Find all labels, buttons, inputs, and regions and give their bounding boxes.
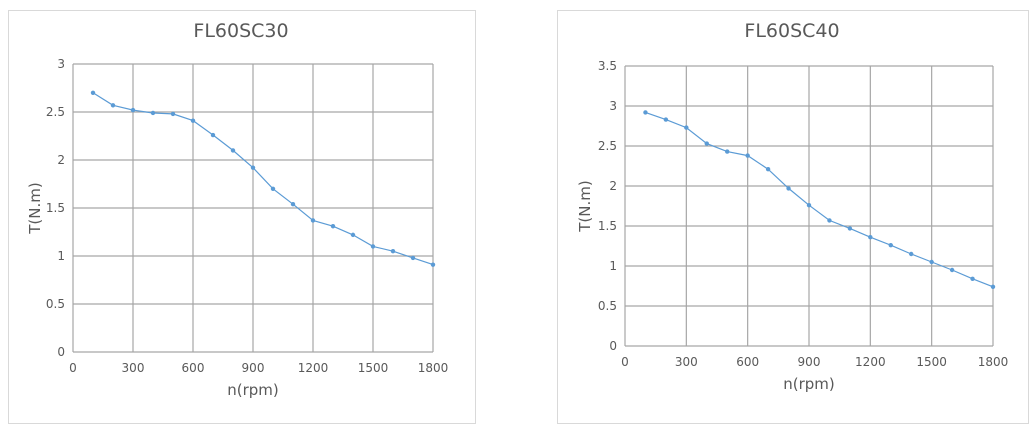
data-point	[868, 235, 873, 240]
data-point	[827, 218, 832, 223]
y-tick-label: 1.5	[598, 219, 617, 233]
data-point	[725, 149, 730, 154]
data-point	[990, 284, 996, 289]
y-axis-label: T(N.m)	[576, 180, 594, 232]
x-tick-label: 300	[675, 355, 698, 369]
x-tick-label: 1800	[978, 355, 1009, 369]
data-point	[909, 251, 914, 257]
x-tick-label: 900	[798, 355, 821, 369]
y-tick-label: 0.5	[46, 297, 65, 311]
y-tick-label: 1.5	[46, 201, 65, 215]
data-point	[430, 262, 436, 267]
data-point	[110, 103, 116, 108]
data-point	[929, 259, 934, 265]
data-point	[684, 125, 689, 130]
data-point	[410, 255, 416, 261]
x-axis-label: n(rpm)	[227, 381, 279, 399]
data-point	[745, 153, 750, 158]
y-tick-label: 2	[57, 153, 65, 167]
x-tick-label: 600	[182, 361, 205, 375]
x-tick-label: 0	[69, 361, 77, 375]
x-axis-label: n(rpm)	[783, 375, 835, 393]
data-point	[663, 117, 669, 122]
x-tick-label: 1500	[358, 361, 389, 375]
data-point	[949, 267, 955, 273]
x-tick-label: 0	[621, 355, 629, 369]
chart-title: FL60SC40	[744, 20, 839, 42]
y-tick-label: 3	[57, 57, 65, 71]
data-point	[190, 118, 196, 123]
data-point	[370, 244, 376, 249]
data-point	[350, 232, 356, 238]
data-point	[806, 203, 812, 208]
series-line	[92, 92, 434, 266]
y-tick-label: 0	[57, 345, 65, 359]
data-point	[210, 132, 216, 138]
data-point	[330, 224, 336, 229]
y-tick-label: 3.5	[598, 59, 617, 73]
y-tick-label: 0	[609, 339, 617, 353]
series-line	[645, 111, 994, 288]
data-point	[310, 218, 316, 223]
x-tick-label: 600	[736, 355, 759, 369]
data-point	[230, 148, 236, 153]
data-point	[786, 186, 791, 191]
data-point	[290, 201, 296, 207]
data-point	[765, 167, 771, 172]
data-point	[150, 110, 156, 116]
y-tick-label: 2.5	[46, 105, 65, 119]
data-point	[130, 107, 136, 113]
chart-panel-fl60sc30	[8, 10, 476, 424]
chart-panel-fl60sc40	[557, 10, 1029, 424]
x-tick-label: 1800	[418, 361, 449, 375]
data-point	[390, 249, 396, 254]
x-tick-label: 1200	[855, 355, 886, 369]
chart-title: FL60SC30	[193, 20, 288, 42]
data-point	[643, 110, 648, 115]
data-point	[888, 243, 893, 248]
data-point	[704, 141, 709, 146]
data-point	[847, 226, 853, 231]
y-tick-label: 0.5	[598, 299, 617, 313]
data-point	[270, 186, 276, 191]
x-tick-label: 1500	[916, 355, 947, 369]
data-point	[970, 276, 975, 281]
y-tick-label: 2	[609, 179, 617, 193]
x-tick-label: 300	[122, 361, 145, 375]
data-point	[90, 90, 96, 96]
y-tick-label: 2.5	[598, 139, 617, 153]
y-tick-label: 1	[57, 249, 65, 263]
y-tick-label: 1	[609, 259, 617, 273]
data-point	[170, 111, 176, 117]
x-tick-label: 1200	[298, 361, 329, 375]
data-point	[250, 165, 256, 170]
y-axis-label: T(N.m)	[26, 182, 44, 234]
x-tick-label: 900	[242, 361, 265, 375]
y-tick-label: 3	[609, 99, 617, 113]
